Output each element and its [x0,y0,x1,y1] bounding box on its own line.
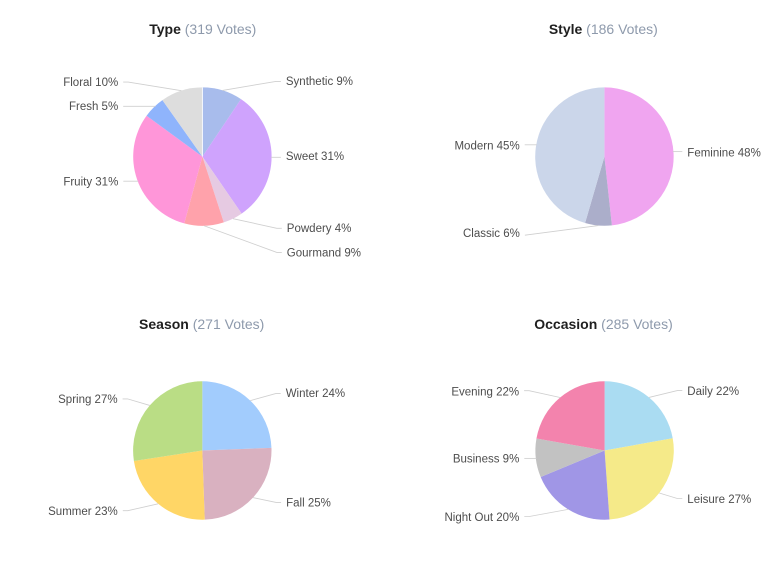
svg-text:Fall 25%: Fall 25% [286,497,331,509]
svg-text:Spring 27%: Spring 27% [58,394,117,406]
svg-text:Summer 23%: Summer 23% [48,506,118,518]
svg-text:Classic 6%: Classic 6% [463,228,520,240]
svg-text:Feminine 48%: Feminine 48% [687,147,761,159]
svg-text:Fruity 31%: Fruity 31% [63,176,118,188]
svg-text:Powdery 4%: Powdery 4% [287,223,352,235]
svg-text:Business 9%: Business 9% [453,454,519,466]
svg-text:Floral 10%: Floral 10% [63,77,118,89]
svg-text:Evening 22%: Evening 22% [451,387,519,399]
svg-text:Synthetic 9%: Synthetic 9% [286,76,353,88]
svg-text:Night Out 20%: Night Out 20% [445,512,520,524]
svg-text:Fresh 5%: Fresh 5% [69,101,118,113]
svg-text:Sweet 31%: Sweet 31% [286,151,344,163]
svg-text:Gourmand 9%: Gourmand 9% [287,248,361,260]
svg-text:Occasion (285 Votes): Occasion (285 Votes) [534,316,673,332]
svg-text:Style (186 Votes): Style (186 Votes) [549,21,658,37]
svg-text:Type (319 Votes): Type (319 Votes) [149,21,256,37]
svg-text:Season (271 Votes): Season (271 Votes) [139,316,264,332]
svg-text:Modern 45%: Modern 45% [454,140,519,152]
svg-text:Leisure 27%: Leisure 27% [687,494,751,506]
svg-text:Daily 22%: Daily 22% [687,386,739,398]
svg-text:Winter 24%: Winter 24% [286,388,345,400]
